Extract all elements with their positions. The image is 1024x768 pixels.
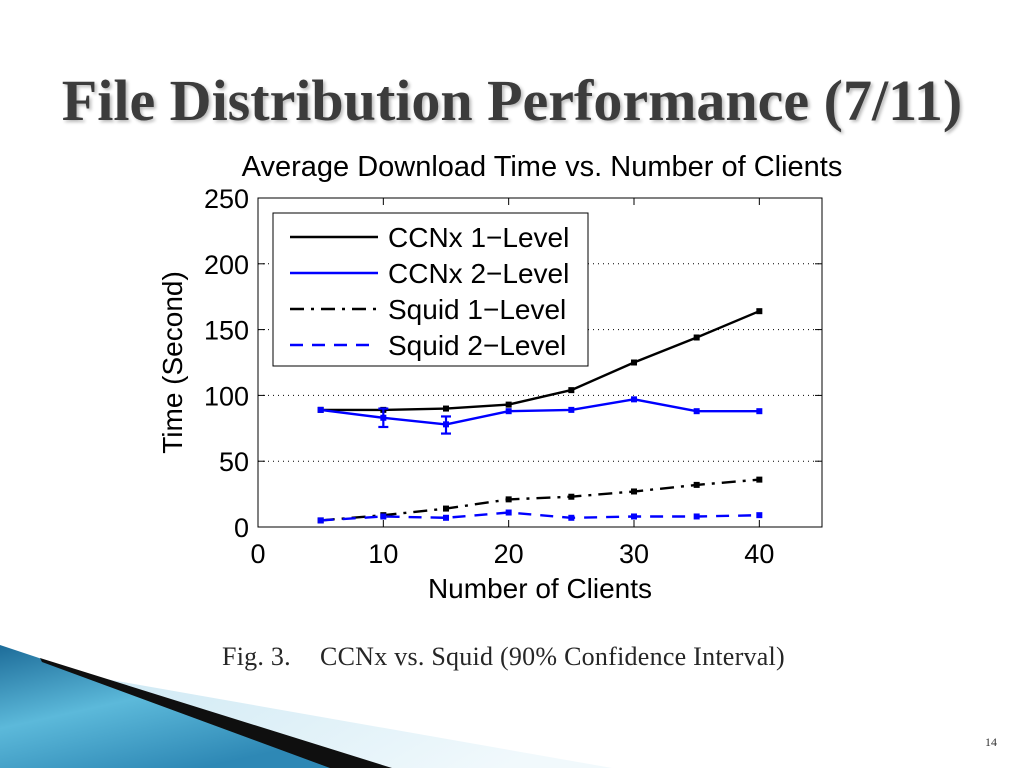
page-number: 14 <box>985 735 997 749</box>
series-squid-2-level <box>317 509 763 524</box>
plot-area-frame <box>257 197 823 528</box>
data-point-squid-2-level-x10 <box>380 513 387 520</box>
caption-text: CCNx vs. Squid (90% Confidence Interval) <box>320 642 785 671</box>
data-point-ccnx-2-level-x15 <box>443 421 449 428</box>
data-point-ccnx-1-level-x15 <box>443 405 449 412</box>
data-point-squid-2-level-x35 <box>693 513 700 520</box>
data-point-squid-1-level-x20 <box>505 496 512 503</box>
wave-pale-band <box>100 678 612 768</box>
legend-item-squid-2-level: Squid 2−Level <box>290 330 566 361</box>
data-point-ccnx-2-level-x5 <box>317 406 324 413</box>
data-point-ccnx-2-level-x40 <box>756 408 763 415</box>
corner-wave-decoration <box>0 645 612 768</box>
legend-label: CCNx 1−Level <box>388 222 569 253</box>
series-line-ccnx-2-level <box>320 398 760 426</box>
x-tick-label: 30 <box>619 539 649 569</box>
data-point-ccnx-2-level-x35 <box>693 408 700 415</box>
y-tick-label: 250 <box>204 184 249 214</box>
figure-caption: Fig. 3. CCNx vs. Squid (90% Confidence I… <box>0 642 1024 672</box>
x-tick-label: 10 <box>368 539 398 569</box>
legend-box <box>272 212 589 367</box>
x-axis-label: Number of Clients <box>428 573 652 604</box>
legend-label: Squid 1−Level <box>388 294 566 325</box>
legend-label: Squid 2−Level <box>388 330 566 361</box>
data-point-squid-2-level-x20 <box>505 509 512 516</box>
y-tick-label: 50 <box>219 447 249 477</box>
data-point-ccnx-2-level-x30 <box>631 396 637 403</box>
data-point-squid-1-level-x40 <box>756 476 763 483</box>
data-point-ccnx-1-level-x35 <box>693 334 700 341</box>
chart-title: Average Download Time vs. Number of Clie… <box>242 151 843 183</box>
data-point-ccnx-1-level-x30 <box>631 359 637 366</box>
slide-title: File Distribution Performance (7/11) <box>61 68 963 133</box>
y-tick-label: 100 <box>204 381 249 411</box>
data-point-squid-2-level-x40 <box>756 512 763 519</box>
legend-label: CCNx 2−Level <box>388 258 569 289</box>
data-point-squid-2-level-x30 <box>631 513 637 520</box>
legend-item-ccnx-1-level: CCNx 1−Level <box>290 222 569 253</box>
legend-item-ccnx-2-level: CCNx 2−Level <box>290 258 569 289</box>
data-point-squid-1-level-x30 <box>631 488 637 495</box>
legend-item-squid-1-level: Squid 1−Level <box>290 294 566 325</box>
y-tick-label: 0 <box>234 513 249 543</box>
series-layer <box>317 308 763 524</box>
series-ccnx-2-level <box>317 396 763 435</box>
data-point-squid-1-level-x25 <box>568 493 575 500</box>
tick-labels: 0 10 20 30 40 0 50 100 150 200 250 <box>204 184 774 569</box>
data-point-ccnx-2-level-x25 <box>568 406 575 413</box>
x-tick-label: 20 <box>494 539 524 569</box>
series-line-squid-2-level <box>320 511 760 522</box>
y-tick-label: 150 <box>204 316 249 346</box>
x-tick-label: 40 <box>744 539 774 569</box>
data-point-ccnx-2-level-x20 <box>505 408 512 415</box>
data-point-squid-2-level-x15 <box>443 514 449 521</box>
data-point-ccnx-2-level-x10 <box>380 414 387 421</box>
axis-ticks <box>257 197 822 528</box>
legend: CCNx 1−Level CCNx 2−Level Squid 1−Level Squ… <box>272 212 589 367</box>
x-tick-label: 0 <box>250 539 265 569</box>
y-axis-label: Time (Second) <box>157 271 188 454</box>
grid-lines <box>258 263 822 462</box>
data-point-ccnx-1-level-x40 <box>756 308 763 315</box>
data-point-ccnx-1-level-x25 <box>568 387 575 394</box>
series-line-squid-1-level <box>320 478 760 522</box>
series-line-ccnx-1-level <box>320 310 760 412</box>
wave-dark-stripe <box>40 658 392 768</box>
data-point-squid-1-level-x35 <box>693 481 700 488</box>
data-point-squid-2-level-x5 <box>317 517 324 524</box>
caption-label: Fig. 3. <box>222 642 291 671</box>
data-point-ccnx-1-level-x20 <box>505 401 512 408</box>
data-point-squid-1-level-x15 <box>443 505 449 512</box>
data-point-squid-2-level-x25 <box>568 514 575 521</box>
y-tick-label: 200 <box>204 250 249 280</box>
